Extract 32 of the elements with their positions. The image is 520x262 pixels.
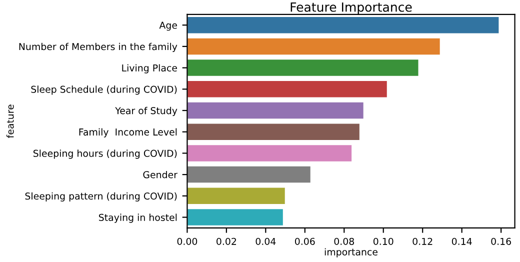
y-axis-title: feature: [6, 104, 14, 138]
bar: [187, 144, 352, 162]
y-tick-label: Gender: [143, 170, 178, 178]
bar: [187, 37, 441, 56]
y-tick-label: Staying in hostel: [98, 214, 177, 223]
x-tick-label: 0.08: [334, 238, 354, 245]
y-tick-label: Year of Study: [115, 106, 178, 116]
x-tick-label: 0.16: [491, 238, 511, 245]
y-tick-label: Sleeping hours (during COVID): [33, 150, 177, 159]
x-tick-label: 0.06: [295, 238, 315, 245]
x-tick-label: 0.02: [216, 238, 236, 245]
bar: [187, 58, 420, 77]
bar: [187, 80, 388, 98]
bar: [187, 16, 500, 34]
x-tick-label: 0.12: [412, 238, 432, 245]
bar: [187, 122, 360, 141]
x-tick-label: 0.00: [177, 238, 198, 245]
y-tick-label: Number of Members in the family: [19, 42, 178, 52]
y-tick-label: Sleeping pattern (during COVID): [25, 192, 177, 202]
bar: [187, 166, 312, 184]
bar: [187, 186, 286, 205]
bar: [187, 102, 364, 120]
y-tick-label: Age: [159, 22, 177, 31]
y-tick-label: Family Income Level: [79, 128, 177, 138]
chart-title: Feature Importance: [290, 2, 412, 14]
x-tick-label: 0.04: [256, 238, 276, 245]
x-tick-label: 0.10: [373, 238, 394, 245]
x-tick-label: 0.14: [452, 238, 472, 245]
bar: [187, 208, 284, 226]
y-tick-label: Living Place: [122, 64, 177, 74]
y-tick-label: Sleep Schedule (during COVID): [31, 86, 177, 95]
x-axis-title: importance: [324, 248, 378, 258]
